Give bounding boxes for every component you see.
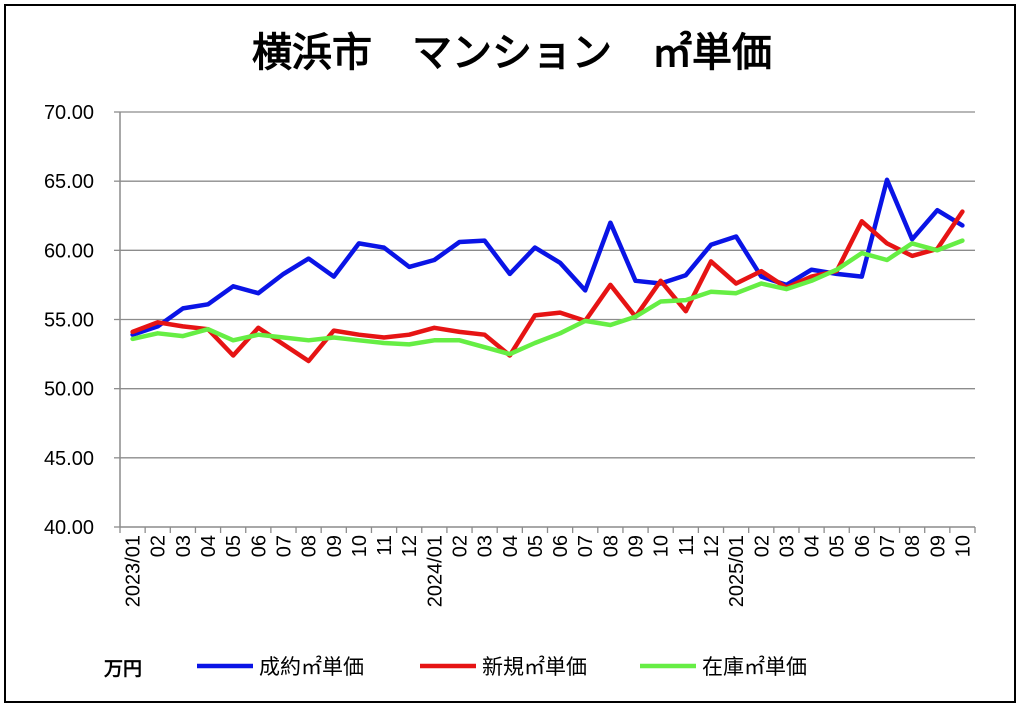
y-tick-label: 40.00	[44, 517, 94, 539]
x-tick-label: 05	[827, 535, 849, 557]
series-line	[130, 177, 965, 337]
y-tick-label: 55.00	[44, 310, 94, 332]
chart-title: 横浜市 マンション ㎡単価	[252, 30, 772, 76]
y-tick-label: 65.00	[44, 171, 94, 193]
x-tick-label: 05	[525, 535, 547, 557]
x-tick-label: 11	[374, 535, 396, 556]
x-tick-label: 05	[223, 535, 245, 557]
x-tick-label: 09	[324, 535, 346, 557]
x-tick-label: 02	[148, 535, 170, 557]
x-tick-label: 02	[751, 535, 773, 557]
x-tick-label: 03	[776, 535, 798, 557]
x-tick-label: 07	[877, 535, 899, 557]
x-tick-label: 09	[927, 535, 949, 557]
legend-label: 在庫㎡単価	[702, 655, 807, 679]
x-tick-label: 11	[676, 535, 698, 556]
x-tick-label: 06	[550, 535, 572, 557]
x-tick-label: 2023/01	[123, 535, 145, 607]
y-tick-label: 45.00	[44, 448, 94, 470]
x-tick-label: 10	[349, 535, 371, 557]
x-tick-label: 07	[575, 535, 597, 557]
series-lines	[130, 177, 965, 364]
x-tick-label: 2024/01	[424, 535, 446, 607]
x-tick-label: 04	[802, 535, 824, 557]
x-tick-label: 03	[475, 535, 497, 557]
x-tick-label: 04	[198, 535, 220, 557]
x-tick-label: 06	[852, 535, 874, 557]
y-axis-ticks: 70.00 65.00 60.00 55.00 50.00 45.00 40.00	[44, 102, 120, 539]
series-line	[130, 238, 965, 357]
x-tick-label: 02	[449, 535, 471, 557]
x-axis-ticks: 2023/01 02 03 04 05 06 07 08 09 10 11 12 2024/01 02 03…	[119, 527, 976, 607]
x-tick-label: 06	[248, 535, 270, 557]
x-tick-label: 09	[626, 535, 648, 557]
y-tick-label: 70.00	[44, 102, 94, 124]
x-tick-label: 10	[651, 535, 673, 557]
x-tick-label: 10	[952, 535, 974, 557]
legend-label: 成約㎡単価	[259, 655, 364, 679]
x-tick-label: 12	[399, 535, 421, 557]
legend: 万円 成約㎡単価 新規㎡単価 在庫㎡単価	[103, 655, 807, 680]
x-tick-label: 04	[500, 535, 522, 557]
legend-label: 新規㎡単価	[482, 655, 587, 679]
x-tick-label: 03	[173, 535, 195, 557]
x-tick-label: 08	[299, 535, 321, 557]
x-tick-label: 08	[600, 535, 622, 557]
x-tick-label: 07	[273, 535, 295, 557]
y-unit-label: 万円	[103, 658, 142, 680]
x-tick-label: 08	[902, 535, 924, 557]
x-tick-label: 2025/01	[726, 535, 748, 607]
y-tick-label: 50.00	[44, 379, 94, 401]
grid-lines	[120, 111, 975, 459]
x-tick-label: 12	[701, 535, 723, 557]
y-tick-label: 60.00	[44, 240, 94, 262]
